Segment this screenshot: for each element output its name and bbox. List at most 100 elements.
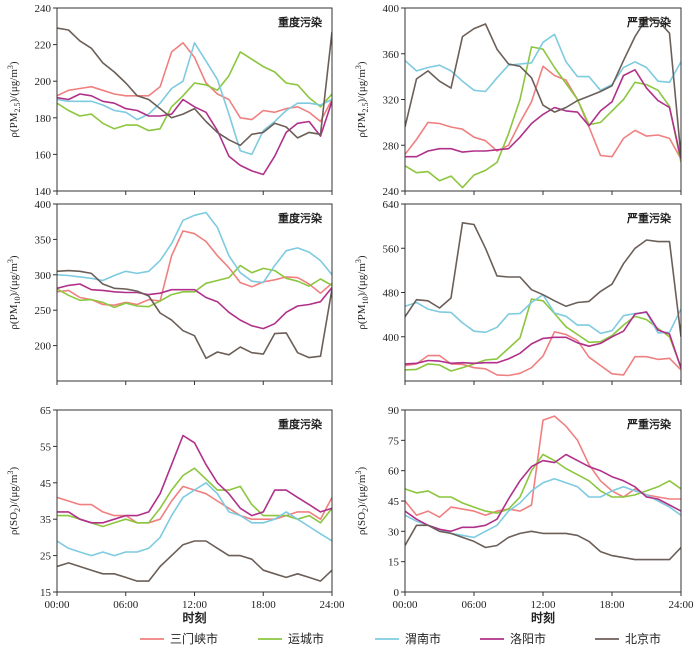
legend: 三门峡市 运城市 渭南市 洛阳市 北京市 — [140, 631, 661, 646]
y-tick-label: 160 — [35, 149, 52, 161]
series-line-5 — [405, 524, 681, 561]
y-tick-label: 25 — [40, 551, 52, 563]
series-line-2 — [57, 51, 332, 132]
legend-item-5: 北京市 — [595, 631, 661, 646]
y-tick-label: 140 — [35, 186, 52, 198]
legend-label: 洛阳市 — [510, 631, 546, 646]
x-axis-label: 时刻 — [182, 610, 206, 625]
y-tick-label: 320 — [383, 95, 400, 107]
series-line-1 — [405, 65, 681, 160]
series-line-2 — [57, 264, 332, 309]
legend-label: 北京市 — [625, 631, 661, 646]
y-tick-label: 180 — [35, 113, 52, 125]
series-line-3 — [405, 477, 681, 539]
panel-title: 严重污染 — [626, 15, 672, 29]
series-line-4 — [57, 93, 332, 176]
y-tick-label: 45 — [388, 496, 400, 508]
series-line-4 — [405, 311, 681, 369]
y-tick-label: 250 — [35, 305, 52, 317]
x-tick-label: 06:00 — [113, 599, 139, 611]
y-tick-label: 400 — [35, 199, 52, 211]
series-line-3 — [57, 481, 332, 557]
series-line-5 — [405, 17, 681, 157]
y-tick-label: 240 — [35, 3, 52, 15]
plot-frame — [56, 409, 333, 593]
series-line-5 — [405, 222, 681, 337]
series-line-2 — [405, 298, 681, 372]
legend-label: 渭南市 — [405, 631, 441, 646]
y-tick-label: 65 — [40, 405, 52, 417]
chart-panel-4: 400 480 560 640 严重污染 ρ(PM10)/(μg/m3) — [354, 199, 682, 385]
series-line-1 — [405, 415, 681, 519]
series-line-4 — [405, 453, 681, 533]
y-tick-label: 15 — [40, 587, 52, 599]
legend-item-2: 运城市 — [258, 631, 324, 646]
chart-panel-1: 140 160 180 200 220 240 重度污染 ρ(PM2.5)/(μg/m3) — [6, 3, 333, 198]
y-tick-label: 280 — [383, 140, 400, 152]
panel-title: 严重污染 — [626, 211, 672, 225]
x-tick-label: 24:00 — [668, 599, 694, 611]
y-tick-label: 35 — [40, 514, 52, 526]
chart-panel-6: 0 15 30 45 60 75 90 00:00 06:00 12:00 18:00 24:00 严重… — [354, 405, 694, 611]
y-axis-label: ρ(PM10)/(μg/m3) — [6, 255, 22, 329]
chart-panel-5: 15 25 35 45 55 65 00:00 06:00 12:00 18:00 24:00 重度污… — [6, 405, 345, 611]
y-tick-label: 90 — [388, 405, 400, 417]
y-tick-label: 75 — [388, 435, 400, 447]
plot-frame — [404, 7, 682, 192]
series-line-2 — [57, 467, 332, 528]
y-tick-label: 350 — [35, 234, 52, 246]
y-axis-label: ρ(SO2)/(μg/m3) — [6, 467, 22, 536]
chart-panel-3: 200 250 300 350 400 重度污染 ρ(PM10)/(μg/m3) — [6, 199, 333, 385]
panel-title: 重度污染 — [278, 417, 323, 431]
y-tick-label: 240 — [383, 186, 400, 198]
x-tick-label: 18:00 — [251, 599, 277, 611]
x-tick-label: 18:00 — [599, 599, 625, 611]
y-tick-label: 640 — [383, 199, 400, 211]
y-axis-label: ρ(SO2)/(μg/m3) — [354, 467, 370, 536]
y-tick-label: 30 — [388, 526, 400, 538]
x-tick-label: 00:00 — [392, 599, 418, 611]
series-line-3 — [57, 41, 332, 156]
legend-label: 三门峡市 — [170, 631, 218, 646]
y-axis-label: ρ(PM2.5)/(μg/m3) — [354, 61, 370, 137]
x-tick-label: 12:00 — [530, 599, 556, 611]
panel-title: 重度污染 — [278, 211, 323, 225]
series-line-3 — [405, 33, 681, 93]
legend-item-3: 渭南市 — [375, 631, 441, 646]
y-tick-label: 200 — [35, 341, 52, 353]
y-tick-label: 360 — [383, 49, 400, 61]
x-tick-label: 06:00 — [461, 599, 487, 611]
series-line-4 — [57, 434, 332, 524]
x-tick-label: 12:00 — [182, 599, 208, 611]
series-line-4 — [57, 283, 332, 330]
panel-title: 重度污染 — [278, 15, 323, 29]
x-axis-label: 时刻 — [531, 610, 555, 625]
series-line-2 — [405, 453, 681, 514]
y-tick-label: 15 — [388, 557, 400, 569]
series-line-5 — [57, 540, 332, 582]
x-tick-label: 00:00 — [44, 599, 70, 611]
y-axis-label: ρ(PM2.5)/(μg/m3) — [6, 61, 22, 137]
legend-label: 运城市 — [288, 631, 324, 646]
legend-item-1: 三门峡市 — [140, 631, 218, 646]
y-tick-label: 220 — [35, 40, 52, 52]
series-line-5 — [57, 27, 332, 147]
y-tick-label: 0 — [394, 587, 400, 599]
series-line-5 — [57, 269, 332, 360]
y-tick-label: 55 — [40, 441, 52, 453]
chart-panel-2: 240 280 320 360 400 严重污染 ρ(PM2.5)/(μg/m3) — [354, 3, 682, 198]
series-line-3 — [57, 211, 332, 284]
series-line-2 — [405, 46, 681, 189]
panel-title: 严重污染 — [626, 417, 672, 431]
x-tick-label: 24:00 — [319, 599, 345, 611]
y-axis-label: ρ(PM10)/(μg/m3) — [354, 255, 370, 329]
series-line-1 — [57, 41, 332, 123]
y-tick-label: 560 — [383, 243, 400, 255]
plot-frame — [404, 409, 682, 593]
legend-item-4: 洛阳市 — [480, 631, 546, 646]
y-tick-label: 45 — [40, 478, 52, 490]
series-line-1 — [57, 230, 332, 307]
series-line-4 — [405, 69, 681, 160]
y-tick-label: 400 — [383, 332, 400, 344]
